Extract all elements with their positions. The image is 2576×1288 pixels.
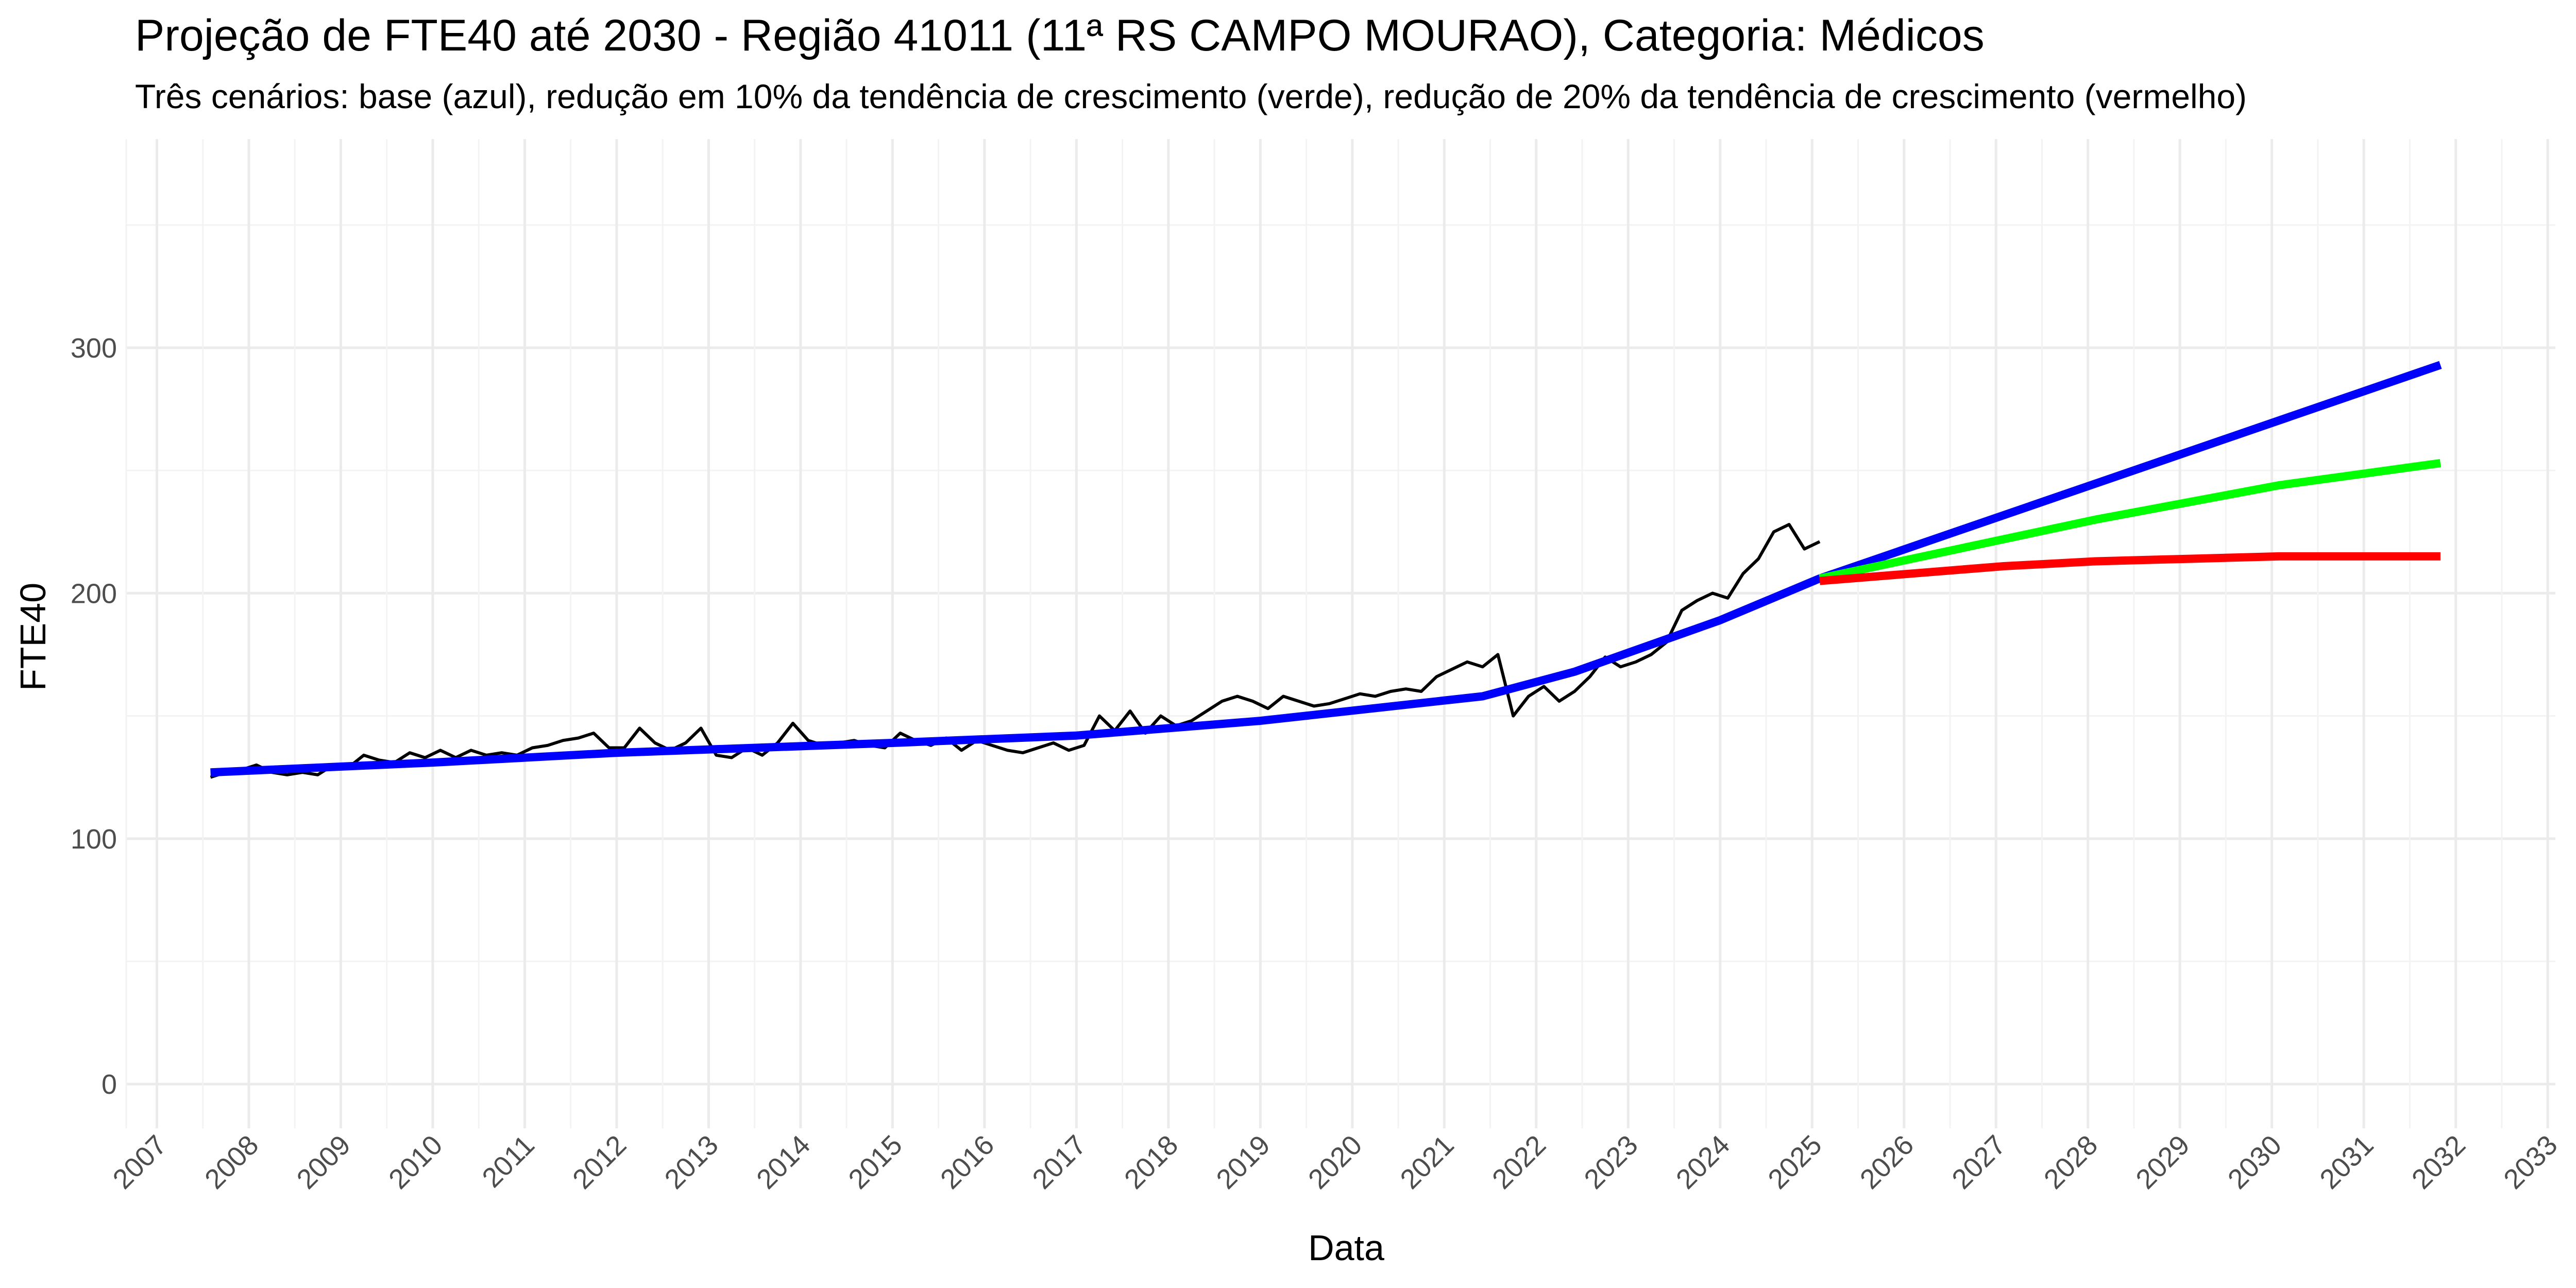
series-line-3	[1819, 552, 2441, 585]
chart-title: Projeção de FTE40 até 2030 - Região 4101…	[135, 11, 1985, 60]
x-tick-label: 2028	[2038, 1129, 2104, 1195]
x-tick-label: 2010	[383, 1129, 448, 1195]
x-tick-label: 2017	[1026, 1129, 1092, 1195]
y-tick-label: 0	[101, 1069, 117, 1100]
x-tick-label: 2016	[935, 1129, 1000, 1195]
x-tick-label: 2022	[1486, 1129, 1552, 1195]
x-tick-label: 2024	[1670, 1129, 1736, 1195]
series-group	[210, 361, 2442, 779]
x-tick-label: 2014	[751, 1129, 816, 1195]
grid	[125, 139, 2555, 1128]
x-tick-label: 2025	[1762, 1129, 1827, 1195]
x-tick-label: 2023	[1578, 1129, 1643, 1195]
y-axis-title: FTE40	[13, 583, 53, 691]
x-tick-label: 2026	[1854, 1129, 1920, 1195]
x-axis-title: Data	[1308, 1228, 1384, 1268]
x-tick-label: 2015	[842, 1129, 908, 1195]
x-tick-label: 2032	[2406, 1129, 2471, 1195]
x-tick-label: 2021	[1394, 1129, 1460, 1195]
y-tick-labels: 0 100 200 300	[71, 333, 117, 1100]
x-tick-label: 2011	[476, 1129, 540, 1194]
x-tick-labels: 2007 2008 2009 2010 2011 2012 2013 2014 2015 2016…	[107, 1129, 2564, 1195]
y-tick-label: 200	[71, 578, 117, 609]
x-tick-label: 2027	[1946, 1129, 2011, 1195]
x-tick-label: 2020	[1302, 1129, 1368, 1195]
chart-subtitle: Três cenários: base (azul), redução em 1…	[135, 77, 2247, 115]
series-line-2	[1819, 459, 2441, 583]
x-tick-label: 2018	[1118, 1129, 1184, 1195]
x-tick-label: 2012	[567, 1129, 632, 1195]
x-tick-label: 2019	[1210, 1129, 1276, 1195]
y-tick-label: 100	[71, 824, 117, 855]
y-tick-label: 300	[71, 333, 117, 364]
series-line-0	[210, 523, 1821, 779]
x-tick-label: 2033	[2498, 1129, 2563, 1195]
x-tick-label: 2009	[291, 1129, 357, 1195]
x-tick-label: 2031	[2314, 1129, 2379, 1195]
x-tick-label: 2013	[659, 1129, 724, 1195]
x-tick-label: 2008	[199, 1129, 264, 1195]
x-tick-label: 2029	[2130, 1129, 2195, 1195]
series-line-1	[210, 361, 2442, 777]
x-tick-label: 2007	[107, 1129, 173, 1195]
x-tick-label: 2030	[2222, 1129, 2287, 1195]
